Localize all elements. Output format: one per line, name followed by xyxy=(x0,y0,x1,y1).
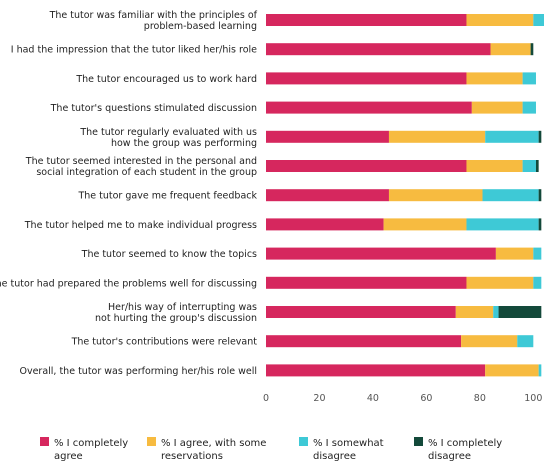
legend-label: % I somewhat disagree xyxy=(313,438,384,462)
bar-segment xyxy=(466,14,534,26)
bar-segment xyxy=(530,43,534,56)
bar-segment xyxy=(266,364,486,377)
bar-segment xyxy=(538,218,542,231)
bar-segment xyxy=(461,335,518,348)
bar-segment xyxy=(455,306,494,318)
bar-segment xyxy=(533,247,542,260)
category-label: The tutor encouraged us to work hard xyxy=(75,74,257,85)
bar-segment xyxy=(466,72,523,85)
bar-segment xyxy=(482,189,539,202)
bar-segment xyxy=(266,306,456,318)
bar-segment xyxy=(535,160,539,172)
x-tick-label: 80 xyxy=(474,393,486,404)
bar-segment xyxy=(388,130,486,143)
category-labels: The tutor was familiar with the principl… xyxy=(0,10,258,377)
bar-segment xyxy=(266,43,491,56)
category-label: The tutor's questions stimulated discuss… xyxy=(50,103,257,114)
bar-segment xyxy=(517,335,534,348)
legend-swatch xyxy=(414,437,423,446)
x-tick-label: 40 xyxy=(367,393,379,404)
legend-swatch xyxy=(40,437,49,446)
bar-segment xyxy=(538,364,542,377)
x-tick-label: 60 xyxy=(420,393,432,404)
bar-segment xyxy=(266,160,467,172)
bar-segment xyxy=(266,276,467,289)
bar-segment xyxy=(266,189,389,202)
legend: % I completely agree % I agree, with some r… xyxy=(40,437,502,462)
x-axis: 0 20 40 60 80 100 xyxy=(263,393,542,404)
bar-segment xyxy=(266,72,467,85)
bar-segment xyxy=(388,189,483,202)
bar-segment xyxy=(383,218,467,231)
category-label: The tutor's contributions were relevant xyxy=(71,337,258,348)
bar-segment xyxy=(266,247,496,260)
bar-segment xyxy=(485,364,539,377)
bar-segment xyxy=(538,130,542,143)
bar-segment xyxy=(490,43,531,56)
bar-segment xyxy=(466,218,539,231)
bar-segment xyxy=(466,276,534,289)
category-label: The tutor helped me to make individual p… xyxy=(24,220,257,231)
bar-segment xyxy=(522,101,536,114)
bar-segment xyxy=(485,130,539,143)
category-label: The tutor seemed to know the topics xyxy=(81,249,257,260)
bar-segment xyxy=(522,160,536,172)
legend-label: % I agree, with some reservations xyxy=(161,438,266,462)
category-label: I had the impression that the tutor like… xyxy=(11,45,257,56)
bar-segment xyxy=(266,335,462,348)
bar-segment xyxy=(471,101,523,114)
legend-swatch xyxy=(299,437,308,446)
bar-segment xyxy=(493,306,499,318)
bar-segment xyxy=(266,218,384,231)
bar-segment xyxy=(498,306,542,318)
bar-segment xyxy=(466,160,523,172)
bars-group xyxy=(266,14,544,377)
bar-segment xyxy=(533,14,544,26)
bar-segment xyxy=(266,101,472,114)
legend-label: % I completely disagree xyxy=(428,438,502,462)
category-label: I think the tutor had prepared the probl… xyxy=(0,278,257,289)
category-label: Her/his way of interrupting was not hurti… xyxy=(95,302,257,324)
legend-label: % I completely agree xyxy=(54,438,128,462)
bar-segment xyxy=(266,130,389,143)
bar-segment xyxy=(266,14,467,26)
bar-segment xyxy=(522,72,536,85)
bar-segment xyxy=(533,276,542,289)
category-label: The tutor regularly evaluated with us how… xyxy=(79,127,257,149)
legend-swatch xyxy=(147,437,156,446)
category-label: The tutor seemed interested in the perso… xyxy=(25,156,257,178)
x-tick-label: 0 xyxy=(263,393,269,404)
bar-segment xyxy=(538,189,542,202)
x-tick-label: 100 xyxy=(524,393,542,404)
bar-segment xyxy=(495,247,534,260)
category-label: Overall, the tutor was performing her/hi… xyxy=(19,366,257,377)
category-label: The tutor gave me frequent feedback xyxy=(77,191,257,202)
category-label: The tutor was familiar with the principl… xyxy=(49,10,258,32)
x-tick-label: 20 xyxy=(313,393,325,404)
